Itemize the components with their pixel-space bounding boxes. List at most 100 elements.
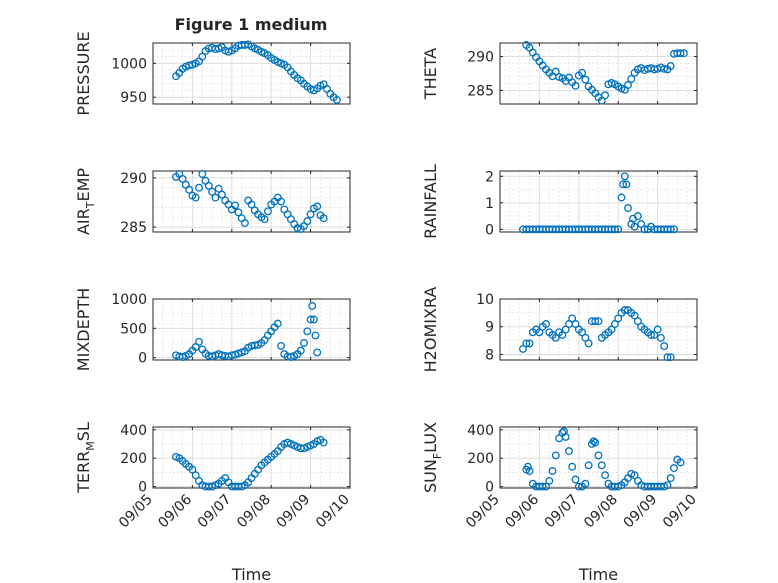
data-point xyxy=(519,344,527,353)
data-point xyxy=(545,476,554,485)
data-point xyxy=(542,482,550,491)
data-point xyxy=(571,81,580,90)
data-point xyxy=(624,81,632,89)
data-point xyxy=(277,341,286,350)
y-axis-label: RAINFALL xyxy=(421,164,440,239)
x-tick-label: 09/07 xyxy=(542,492,582,532)
axes-box xyxy=(499,298,698,361)
data-point xyxy=(260,215,269,224)
data-point xyxy=(525,467,534,475)
data-point xyxy=(589,437,598,446)
subplot-h2omixra: 8 9 10 H2OMIXRA xyxy=(421,287,698,373)
y-tick-label: 1 xyxy=(485,196,494,212)
data-point xyxy=(591,317,600,326)
data-point xyxy=(178,174,187,183)
data-point xyxy=(622,180,631,189)
data-point xyxy=(571,475,580,484)
data-point xyxy=(647,331,655,339)
x-tick-label: 09/05 xyxy=(463,492,503,532)
data-point xyxy=(594,451,603,460)
x-tick-label: 09/10 xyxy=(660,492,700,532)
data-point xyxy=(522,339,531,348)
data-point xyxy=(523,462,532,471)
data-point xyxy=(306,315,315,324)
data-point xyxy=(313,348,322,357)
y-tick-label: 1000 xyxy=(111,292,147,308)
data-point xyxy=(663,353,672,362)
data-point xyxy=(601,471,610,480)
data-point xyxy=(630,311,639,320)
y-axis-label: TERRMSL xyxy=(74,422,97,494)
data-point xyxy=(231,201,240,210)
data-point xyxy=(581,75,590,84)
data-point xyxy=(195,183,203,192)
x-tick-label: 09/09 xyxy=(621,492,661,532)
data-point xyxy=(217,190,226,199)
data-point xyxy=(574,482,583,491)
data-point xyxy=(208,187,217,196)
axes-box xyxy=(499,42,698,105)
data-point xyxy=(620,306,629,315)
y-axis-label-part: TERR xyxy=(74,451,93,494)
data-point xyxy=(198,170,207,178)
data-point xyxy=(633,317,642,326)
subplot-sun-flux: 0 200 400 09/05 09/06 09/07 09/08 09/09 09/10 Tim… xyxy=(421,422,700,583)
y-axis-label-part: SUN xyxy=(421,459,440,493)
data-point xyxy=(191,193,200,202)
data-point xyxy=(568,314,577,323)
x-tick-label: 09/08 xyxy=(581,492,621,532)
y-tick-label: 950 xyxy=(120,90,147,106)
y-tick-label: 200 xyxy=(120,451,147,467)
data-point xyxy=(538,482,547,491)
data-point xyxy=(597,461,606,470)
data-point xyxy=(308,302,317,310)
data-point xyxy=(309,315,318,324)
x-axis-label: Time xyxy=(231,565,271,583)
data-point xyxy=(630,471,639,480)
data-point xyxy=(640,225,649,234)
subplot-terr-msl: 0 200 400 09/05 09/06 09/07 09/08 09/09 09/10 Tim… xyxy=(74,422,353,583)
y-tick-label: 285 xyxy=(120,220,147,236)
data-point xyxy=(614,225,623,234)
y-tick-label: 290 xyxy=(120,171,147,187)
y-tick-label: 400 xyxy=(467,423,494,439)
data-point xyxy=(565,447,573,456)
data-point xyxy=(614,314,623,323)
data-point xyxy=(211,193,220,202)
data-point xyxy=(240,219,249,228)
x-tick-label: 09/05 xyxy=(116,492,156,532)
data-point xyxy=(584,339,593,348)
axes-box xyxy=(152,426,351,489)
x-tick-label: 09/06 xyxy=(502,491,542,531)
data-point xyxy=(594,317,603,326)
axes-box xyxy=(152,298,351,361)
data-point xyxy=(568,462,577,471)
data-point xyxy=(273,319,282,328)
subplot-mixdepth: 0 500 1000 MIXDEPTH xyxy=(74,288,351,371)
data-point xyxy=(195,337,203,346)
y-tick-label: 9 xyxy=(485,320,494,336)
data-point xyxy=(663,481,672,490)
data-point xyxy=(584,461,593,470)
data-point xyxy=(666,62,675,70)
data-point xyxy=(666,474,675,483)
data-point xyxy=(542,320,550,328)
data-point xyxy=(571,320,580,328)
subplot-air-temp: 285 290 AIRTEMP xyxy=(74,168,351,236)
data-point xyxy=(581,479,590,488)
y-tick-label: 0 xyxy=(485,222,494,238)
subplot-theta: 285 290 THETA xyxy=(421,41,698,105)
y-tick-label: 2 xyxy=(485,169,494,185)
data-point xyxy=(670,225,678,234)
y-tick-label: 0 xyxy=(138,480,147,496)
data-point xyxy=(619,180,628,189)
data-point xyxy=(561,325,570,334)
data-point xyxy=(277,197,286,206)
y-axis-label: PRESSURE xyxy=(74,31,93,115)
data-point xyxy=(624,204,632,213)
data-point xyxy=(633,212,642,221)
y-axis-label: H2OMIXRA xyxy=(421,287,440,373)
plot-area xyxy=(500,171,697,232)
data-point xyxy=(620,172,629,181)
